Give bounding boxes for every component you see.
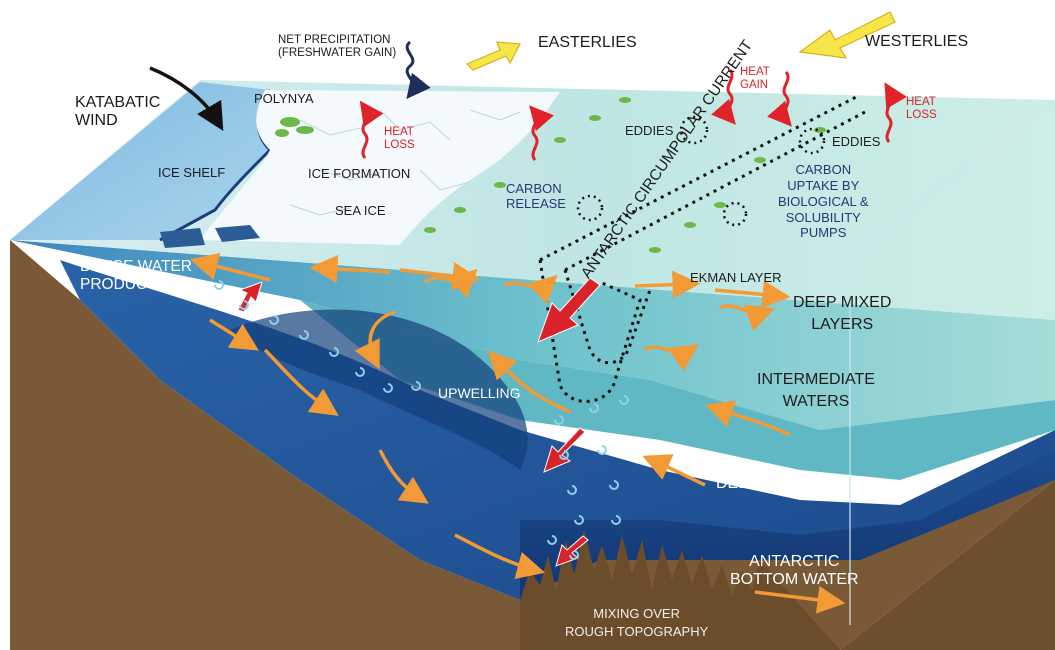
katabatic-wind-arrow	[149, 66, 224, 132]
easterlies-label: EASTERLIES	[538, 34, 637, 51]
heat-gain-label: HEAT GAIN	[740, 66, 770, 92]
upwelling-label: UPWELLING	[438, 385, 521, 401]
sediment-block	[10, 240, 1055, 650]
polynya-label: POLYNYA	[254, 91, 314, 106]
precipitation-arrow	[405, 40, 431, 100]
sea-ice-label: SEA ICE	[335, 203, 386, 218]
iceberg	[160, 228, 205, 248]
carbon-uptake-label: CARBON UPTAKE BY BIOLOGICAL & SOLUBILITY…	[778, 162, 869, 241]
intermediate-waters-label: INTERMEDIATE WATERS	[757, 371, 875, 411]
ice-formation-label: ICE FORMATION	[308, 166, 411, 181]
mixing-label: MIXING OVER ROUGH TOPOGRAPHY	[565, 606, 709, 640]
rough-topography	[520, 530, 840, 650]
easterlies-arrow	[465, 41, 521, 71]
eddies-right-label: EDDIES	[832, 134, 881, 149]
dense-water-label: DENSE WATER PRODUCTION	[80, 258, 192, 293]
dark-basin	[230, 309, 528, 470]
orange-flow-arrows	[189, 252, 846, 614]
mixing-swirls	[214, 280, 629, 560]
deep-mixed-layers-label: DEEP MIXED LAYERS	[793, 294, 892, 334]
acc-band	[538, 93, 866, 403]
deep-waters-label: DEEP WATERS	[716, 475, 831, 492]
box-edges	[849, 99, 1055, 625]
eddy-loops	[576, 115, 826, 227]
carbon-release-label: CARBON RELEASE	[506, 181, 566, 211]
net-precipitation-label: NET PRECIPITATION (FRESHWATER GAIN)	[278, 34, 397, 60]
eddies-left-label: EDDIES	[625, 123, 674, 138]
surface-water-face	[10, 240, 1055, 430]
heat-loss-left-label: HEAT LOSS	[384, 126, 415, 152]
algae-patches	[275, 97, 826, 253]
sea-ice	[200, 90, 560, 245]
bottom-water-face	[520, 450, 1055, 600]
antarctic-bottom-water-label: ANTARCTIC BOTTOM WATER	[730, 553, 859, 588]
westerlies-arrow	[798, 11, 896, 59]
heat-arrows	[359, 69, 907, 161]
vertical-flow-arrows	[237, 277, 601, 567]
katabatic-wind-label: KATABATIC WIND	[75, 94, 161, 130]
ice-shelf-label: ICE SHELF	[158, 165, 226, 180]
heat-loss-right-label: HEAT LOSS	[906, 96, 937, 122]
ekman-layer-label: EKMAN LAYER	[690, 270, 782, 285]
ice-cracks	[289, 109, 521, 216]
westerlies-label: WESTERLIES	[865, 33, 969, 50]
intermediate-water-face	[300, 300, 1055, 480]
sediment-right-face	[840, 480, 1055, 650]
iceberg	[215, 225, 260, 242]
